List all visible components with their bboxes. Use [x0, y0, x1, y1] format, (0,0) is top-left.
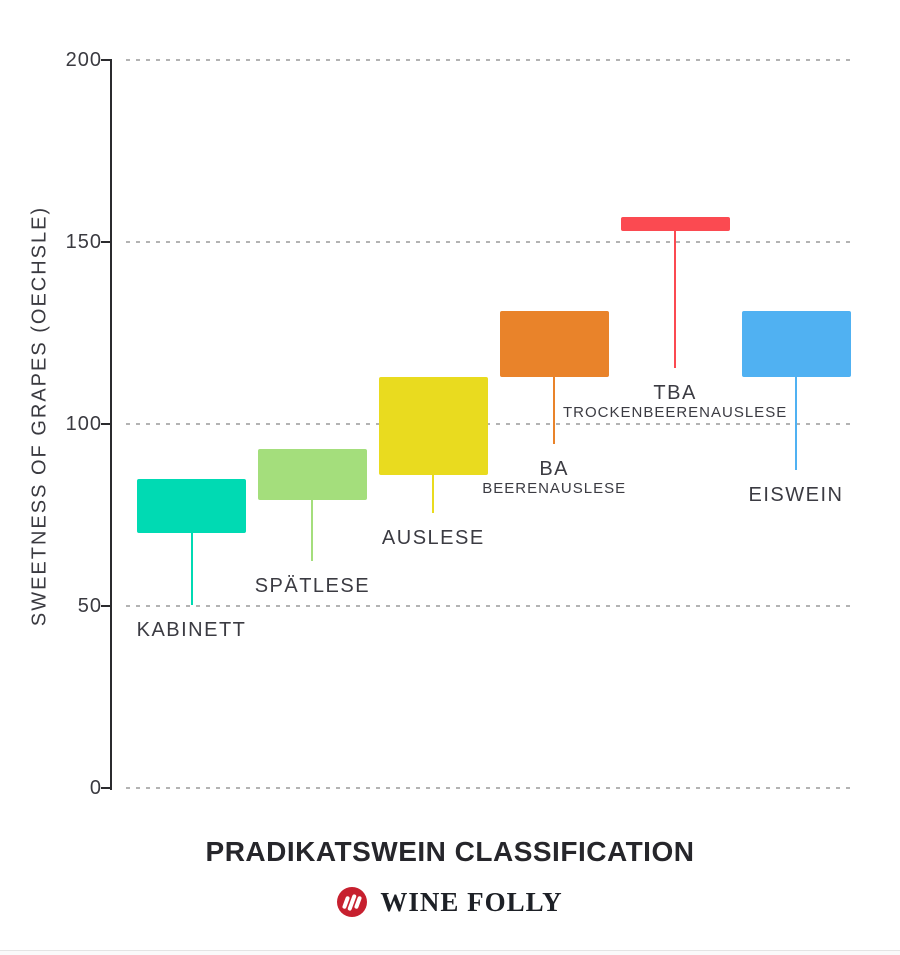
category-label-spatlese: SPÄTLESE: [254, 575, 371, 597]
brand-row: WINE FOLLY: [0, 886, 900, 918]
y-tick-0: [101, 787, 111, 789]
gridline-100: [126, 423, 850, 425]
bar-tba: [620, 216, 730, 232]
category-label-kabinett: KABINETT: [136, 619, 247, 641]
label-connector-eiswein: [795, 376, 797, 470]
y-tick-label-100: 100: [65, 413, 102, 435]
y-axis-line: [110, 59, 112, 790]
label-connector-auslese: [432, 474, 435, 513]
y-tick-200: [101, 59, 111, 61]
gridline-50: [126, 605, 850, 607]
footer-strip: [0, 950, 900, 955]
y-tick-label-0: 0: [89, 777, 102, 799]
gridline-200: [126, 59, 850, 61]
category-label-eiswein: EISWEIN: [748, 484, 844, 506]
gridline-150: [126, 241, 850, 243]
bar-kabinett: [137, 478, 246, 534]
bar-eiswein: [741, 311, 851, 377]
category-sublabel-tba: TROCKENBEERENAUSLESE: [562, 404, 788, 421]
category-label-tba: TBA: [653, 382, 697, 404]
label-connector-spatlese: [311, 500, 314, 561]
chart-title: PRADIKATSWEIN CLASSIFICATION: [205, 836, 695, 867]
y-tick-label-50: 50: [77, 595, 102, 617]
bar-spatlese: [257, 449, 367, 501]
y-tick-150: [101, 241, 111, 243]
category-sublabel-ba: BEERENAUSLESE: [482, 480, 627, 497]
y-tick-100: [101, 423, 111, 425]
category-label-ba: BA: [539, 458, 570, 480]
y-tick-50: [101, 605, 111, 607]
label-connector-kabinett: [190, 533, 193, 605]
y-tick-label-200: 200: [65, 49, 102, 71]
category-label-auslese: AUSLESE: [381, 527, 485, 549]
label-connector-ba: [553, 376, 556, 444]
gridline-0: [126, 787, 850, 789]
bar-auslese: [378, 376, 488, 475]
brand-name: WINE FOLLY: [380, 886, 563, 917]
y-tick-label-150: 150: [65, 231, 102, 253]
label-connector-tba: [674, 231, 677, 368]
wine-folly-claw-icon: [337, 887, 368, 917]
bar-ba: [499, 311, 609, 377]
